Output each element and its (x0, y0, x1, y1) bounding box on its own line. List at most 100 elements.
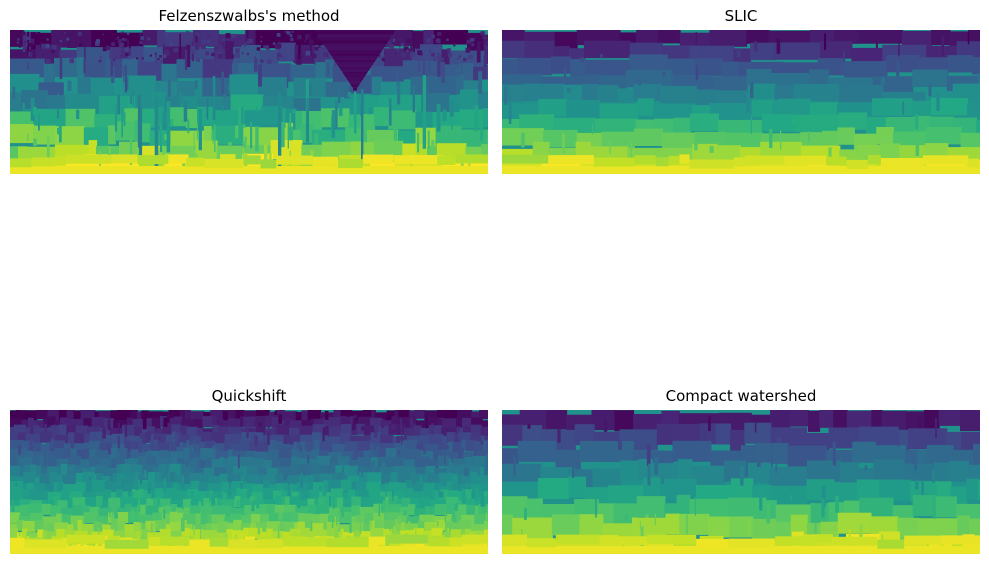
segment (60, 463, 68, 475)
segment-speckle (218, 54, 223, 58)
segment (147, 481, 156, 493)
segment-streak (212, 129, 214, 144)
segment-streak (476, 41, 481, 63)
segment (394, 410, 400, 421)
segment (676, 494, 691, 516)
segment (111, 515, 118, 527)
segment-speckle (246, 40, 250, 44)
segment (249, 440, 257, 452)
segment (761, 114, 797, 132)
segment-streak (837, 487, 841, 500)
segment (289, 420, 303, 432)
segment (226, 529, 233, 540)
segment-streak (131, 491, 134, 496)
segment-streak (410, 156, 413, 173)
segment (592, 468, 622, 490)
segment-speckle (377, 54, 381, 58)
segment-speckle (431, 34, 435, 39)
segment-streak (281, 122, 285, 148)
segment-streak (310, 520, 313, 531)
segment (746, 30, 770, 44)
segment (480, 426, 488, 438)
segment (307, 498, 316, 510)
segment (337, 497, 344, 509)
segment (908, 428, 948, 450)
segment (363, 435, 372, 447)
segment-speckle (304, 34, 310, 39)
segment (229, 513, 243, 525)
segment (124, 531, 138, 543)
segment-streak (375, 446, 380, 457)
segment (353, 465, 359, 477)
segment (266, 504, 276, 515)
segment (291, 512, 300, 524)
segment (39, 473, 51, 485)
segment (424, 489, 433, 501)
segment (483, 491, 488, 503)
segment (620, 460, 640, 482)
segment (227, 522, 235, 534)
segment (153, 497, 162, 509)
segment (283, 504, 297, 516)
segment-streak (567, 87, 571, 93)
segment (235, 410, 245, 421)
segment (112, 482, 124, 494)
segment (305, 441, 315, 453)
segment-speckle (125, 52, 129, 57)
segment (629, 54, 668, 72)
segment (243, 527, 249, 539)
segment (447, 472, 454, 484)
segment-streak (485, 428, 488, 432)
segment (912, 495, 936, 517)
segment (134, 472, 141, 484)
segment (637, 98, 655, 116)
segment (176, 59, 204, 79)
bottom-segment (189, 539, 210, 549)
segment (391, 490, 405, 502)
segment-speckle (51, 44, 57, 50)
bottom-segment (733, 157, 745, 167)
segment (484, 45, 488, 65)
segment (17, 532, 23, 543)
segment (35, 465, 42, 477)
segment-streak (464, 467, 469, 477)
segment-streak (359, 522, 362, 534)
segment (769, 467, 808, 489)
segment-streak (84, 45, 86, 60)
segment (968, 464, 980, 486)
bottom-segment (923, 155, 969, 165)
segment-speckle (297, 34, 302, 40)
segment-speckle (415, 44, 420, 49)
segment (429, 506, 436, 518)
segment-streak (504, 86, 508, 105)
segment-streak (431, 423, 434, 435)
segment (661, 132, 696, 150)
segment (401, 497, 412, 509)
segment (715, 423, 732, 445)
bottom-segment (260, 159, 277, 169)
segment-streak (314, 133, 319, 145)
segment-speckle (111, 42, 115, 46)
segment (76, 443, 86, 455)
segment (806, 479, 835, 501)
segment-streak (112, 520, 116, 526)
segment (145, 505, 160, 517)
segment-speckle (189, 42, 191, 44)
segment-streak (398, 516, 401, 525)
segment-speckle (164, 49, 169, 55)
segment (211, 523, 219, 535)
segment-speckle (312, 53, 317, 59)
segment (54, 58, 78, 77)
segment (145, 520, 157, 532)
segment-speckle (45, 59, 51, 64)
segment (482, 506, 487, 518)
segment (171, 424, 181, 436)
segment-speckle (305, 50, 311, 56)
segment-streak (521, 529, 523, 538)
segment (418, 521, 426, 532)
segment (234, 433, 243, 445)
segment-streak (422, 60, 425, 81)
segment (210, 491, 224, 503)
segment (162, 424, 173, 436)
segment (414, 410, 426, 419)
